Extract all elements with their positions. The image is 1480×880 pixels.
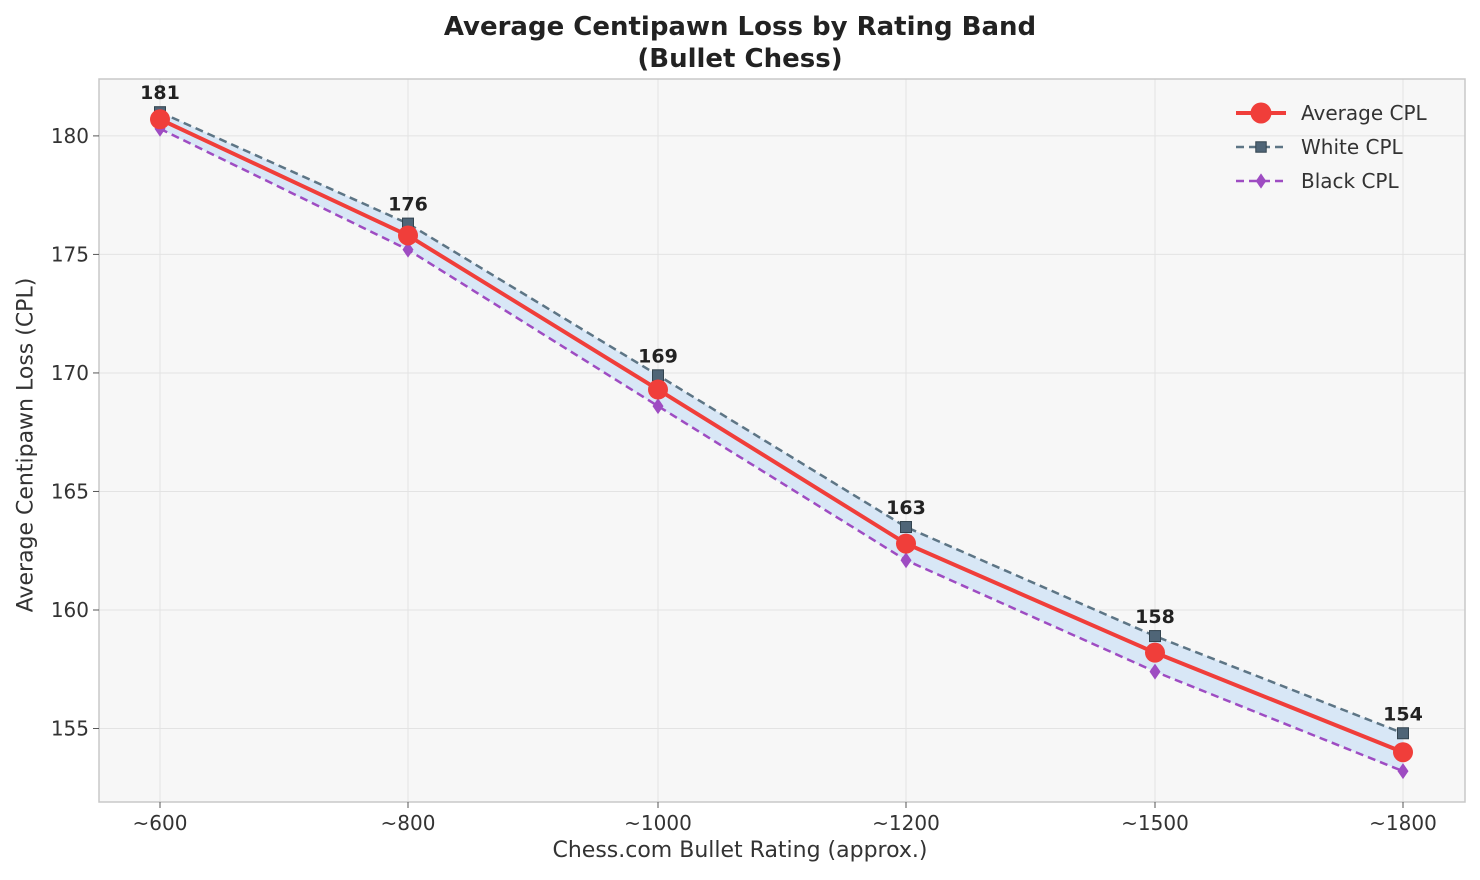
legend-marker <box>1255 173 1267 189</box>
x-tick-label: ~1500 <box>1121 811 1189 835</box>
data-label: 154 <box>1383 703 1423 725</box>
data-label: 163 <box>886 497 926 519</box>
y-tick-label: 155 <box>51 717 89 741</box>
y-tick-label: 160 <box>51 598 89 622</box>
x-axis-label: Chess.com Bullet Rating (approx.) <box>552 838 928 863</box>
x-tick-label: ~1800 <box>1369 811 1437 835</box>
data-point <box>896 533 916 554</box>
data-label: 158 <box>1135 606 1175 628</box>
data-label: 169 <box>638 345 678 367</box>
data-point <box>648 379 668 400</box>
legend-label: Black CPL <box>1301 169 1399 193</box>
data-label: 176 <box>388 194 428 216</box>
data-point <box>402 241 414 258</box>
y-tick-label: 180 <box>51 124 89 148</box>
data-point <box>900 552 912 569</box>
x-tick-label: ~1000 <box>624 811 692 835</box>
data-point <box>1149 630 1161 643</box>
chart-title: Average Centipawn Loss by Rating Band <box>443 12 1037 42</box>
data-point <box>652 398 664 415</box>
plot-frame <box>98 78 1466 803</box>
data-point <box>1149 663 1161 680</box>
white-black-band <box>160 112 1403 772</box>
x-tick-label: ~800 <box>381 811 436 835</box>
y-tick-label: 165 <box>51 479 89 503</box>
y-tick-label: 170 <box>51 361 89 385</box>
data-point <box>900 521 912 534</box>
series-line-white-cpl <box>159 111 1404 735</box>
chart-subtitle: (Bullet Chess) <box>637 44 843 74</box>
series-line-black-cpl <box>159 127 1404 773</box>
data-label: 181 <box>140 82 180 104</box>
legend-marker <box>1255 141 1267 153</box>
data-point <box>1397 727 1409 740</box>
legend-label: Average CPL <box>1301 101 1428 125</box>
legend: Average CPL White CPL Black CPL <box>1236 101 1428 193</box>
data-point <box>1393 742 1413 763</box>
data-point <box>1397 763 1409 780</box>
series-line-average-cpl <box>159 117 1404 755</box>
legend-marker <box>1250 102 1272 124</box>
data-point <box>652 369 664 382</box>
x-tick-label: ~600 <box>133 811 188 835</box>
data-point <box>398 225 418 246</box>
y-axis-label: Average Centipawn Loss (CPL) <box>13 277 39 613</box>
x-tick-label: ~1200 <box>872 811 940 835</box>
data-point <box>150 109 170 130</box>
y-tick-label: 175 <box>51 242 89 266</box>
legend-label: White CPL <box>1301 135 1404 159</box>
data-point <box>1145 642 1165 663</box>
